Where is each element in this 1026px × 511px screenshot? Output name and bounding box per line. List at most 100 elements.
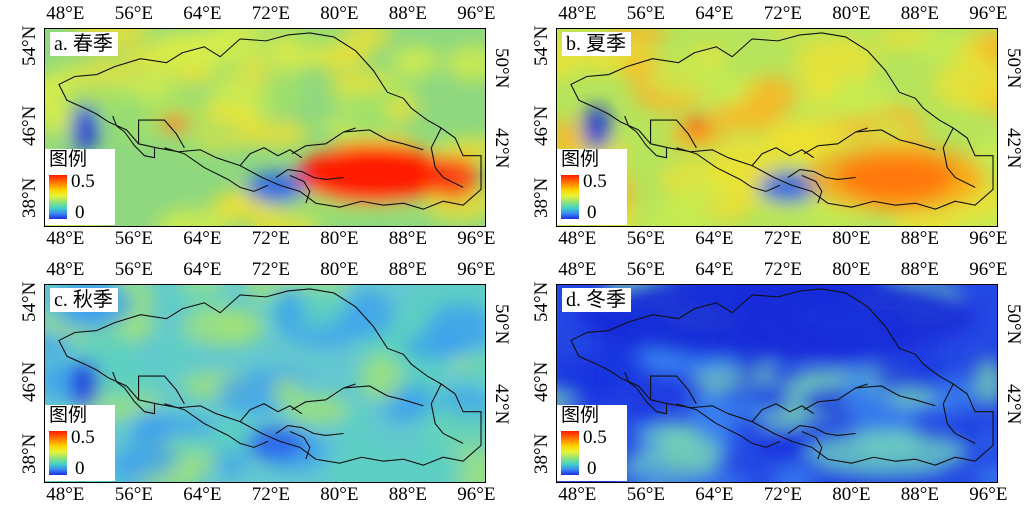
heatmap-cell (806, 68, 837, 105)
x-tick-top: 56°E (626, 259, 665, 280)
heatmap-cell (386, 97, 420, 122)
border-line (291, 127, 356, 155)
x-tick-top: 56°E (114, 259, 153, 280)
heatmap-cell (171, 66, 215, 85)
heatmap-cell (376, 202, 421, 219)
heatmap-cell (758, 171, 818, 204)
legend-title: 图例 (49, 149, 88, 170)
caspian-sea (70, 104, 99, 152)
heatmap-cell (116, 442, 180, 476)
heatmap-cell (195, 121, 243, 139)
border-line (239, 403, 303, 422)
x-tick-bottom: 56°E (114, 228, 153, 249)
x-tick-bottom: 80°E (832, 228, 871, 249)
heatmap-cell (284, 29, 350, 52)
heatmap-cell (246, 427, 306, 460)
legend-max: 0.5 (71, 171, 95, 192)
border-line (343, 385, 424, 407)
y-tick-left: 38°N (19, 177, 40, 218)
legend-title: 图例 (561, 149, 600, 170)
legend: 图例 0.5 0 (45, 405, 115, 481)
border-line (751, 147, 815, 166)
caspian-sea (582, 360, 611, 408)
country-borders (58, 288, 482, 466)
heatmap-cell (972, 465, 997, 482)
border-line (138, 119, 185, 149)
x-tick-bottom: 88°E (388, 228, 427, 249)
heatmap-cell (182, 307, 267, 347)
x-tick-bottom: 88°E (388, 484, 427, 505)
x-tick-bottom: 96°E (969, 228, 1008, 249)
x-tick-bottom: 80°E (320, 228, 359, 249)
map-panel: 48°E 56°E 64°E 72°E 80°E 88°E 96°E 48°E 56°E 64°E… (0, 256, 512, 511)
heatmap-cell (745, 75, 799, 117)
x-tick-bottom: 80°E (832, 484, 871, 505)
heatmap-area: b. 夏季 图例 0.5 0 (556, 28, 998, 227)
y-tick-left: 38°N (531, 433, 552, 474)
heatmap-cell (341, 290, 394, 338)
x-tick-top: 88°E (388, 259, 427, 280)
x-tick-bottom: 80°E (320, 484, 359, 505)
y-tick-left: 46°N (531, 105, 552, 146)
x-tick-bottom: 72°E (763, 484, 802, 505)
legend-colorbar (561, 175, 579, 219)
border-line (855, 385, 936, 407)
heatmap-cell (214, 194, 269, 214)
hotspot-region (160, 116, 189, 132)
heatmap-cell (159, 293, 195, 312)
x-tick-bottom: 64°E (183, 484, 222, 505)
heatmap-cell (262, 64, 292, 115)
heatmap-cell (693, 395, 771, 419)
country-borders (570, 32, 994, 210)
heatmap-cell (340, 29, 391, 52)
y-tick-right: 42°N (491, 128, 512, 169)
heatmap-cell (639, 426, 699, 445)
border-line (855, 129, 936, 151)
heatmap-cell (873, 348, 948, 398)
heatmap-area: c. 秋季 图例 0.5 0 (44, 284, 486, 483)
heatmap-area: d. 冬季 图例 0.5 0 (556, 284, 998, 483)
x-tick-bottom: 56°E (626, 484, 665, 505)
border-line (624, 115, 668, 159)
heatmap-cell (215, 29, 275, 35)
heatmap-cell (973, 359, 997, 406)
x-tick-top: 48°E (558, 259, 597, 280)
heatmap-cell (45, 103, 78, 137)
heatmap-cell (828, 86, 896, 116)
legend-max: 0.5 (71, 427, 95, 448)
legend-min: 0 (75, 202, 85, 223)
border-line (289, 431, 311, 460)
y-tick-left: 54°N (531, 25, 552, 66)
heatmap-cell (155, 208, 232, 226)
border-line (676, 147, 781, 192)
x-tick-top: 80°E (832, 259, 871, 280)
heatmap-cell (644, 54, 726, 98)
x-tick-bottom: 72°E (251, 228, 290, 249)
heatmap-cell (758, 427, 818, 460)
y-tick-left: 54°N (531, 281, 552, 322)
heatmap-cell (604, 354, 633, 403)
heatmap-cell (76, 330, 139, 365)
y-tick-left: 46°N (19, 105, 40, 146)
heatmap-cell (771, 466, 816, 482)
y-tick-right: 42°N (1003, 128, 1024, 169)
x-tick-bottom: 72°E (251, 484, 290, 505)
border-line (138, 375, 185, 405)
heatmap-blobs (557, 285, 997, 482)
heatmap-cell (270, 377, 302, 405)
heatmap-cell (760, 130, 825, 156)
heatmap-cell (217, 373, 288, 414)
x-tick-bottom: 96°E (457, 484, 496, 505)
legend-max: 0.5 (583, 427, 607, 448)
heatmap-cell (627, 388, 668, 427)
hotspot-region (684, 116, 709, 136)
border-line (275, 169, 344, 181)
legend-min: 0 (75, 458, 85, 479)
y-tick-left: 54°N (19, 281, 40, 322)
y-tick-right: 50°N (491, 304, 512, 345)
y-tick-right: 50°N (491, 48, 512, 89)
x-tick-top: 72°E (763, 3, 802, 24)
legend-title: 图例 (561, 405, 600, 426)
y-tick-right: 42°N (1003, 384, 1024, 425)
legend-colorbar (49, 431, 67, 475)
